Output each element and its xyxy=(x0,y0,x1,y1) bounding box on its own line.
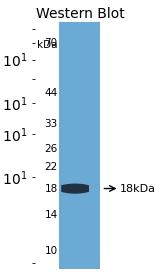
Bar xyxy=(59,22,100,269)
Title: Western Blot: Western Blot xyxy=(36,7,124,21)
Text: 10: 10 xyxy=(44,246,58,256)
Text: kDa: kDa xyxy=(37,40,58,50)
Text: 22: 22 xyxy=(44,162,58,172)
Text: 26: 26 xyxy=(44,144,58,154)
Text: 44: 44 xyxy=(44,88,58,98)
Text: 70: 70 xyxy=(44,38,58,48)
Text: 14: 14 xyxy=(44,210,58,220)
Text: 18: 18 xyxy=(44,183,58,193)
Text: 18kDa: 18kDa xyxy=(120,183,156,193)
Polygon shape xyxy=(61,184,89,194)
Text: 33: 33 xyxy=(44,119,58,129)
